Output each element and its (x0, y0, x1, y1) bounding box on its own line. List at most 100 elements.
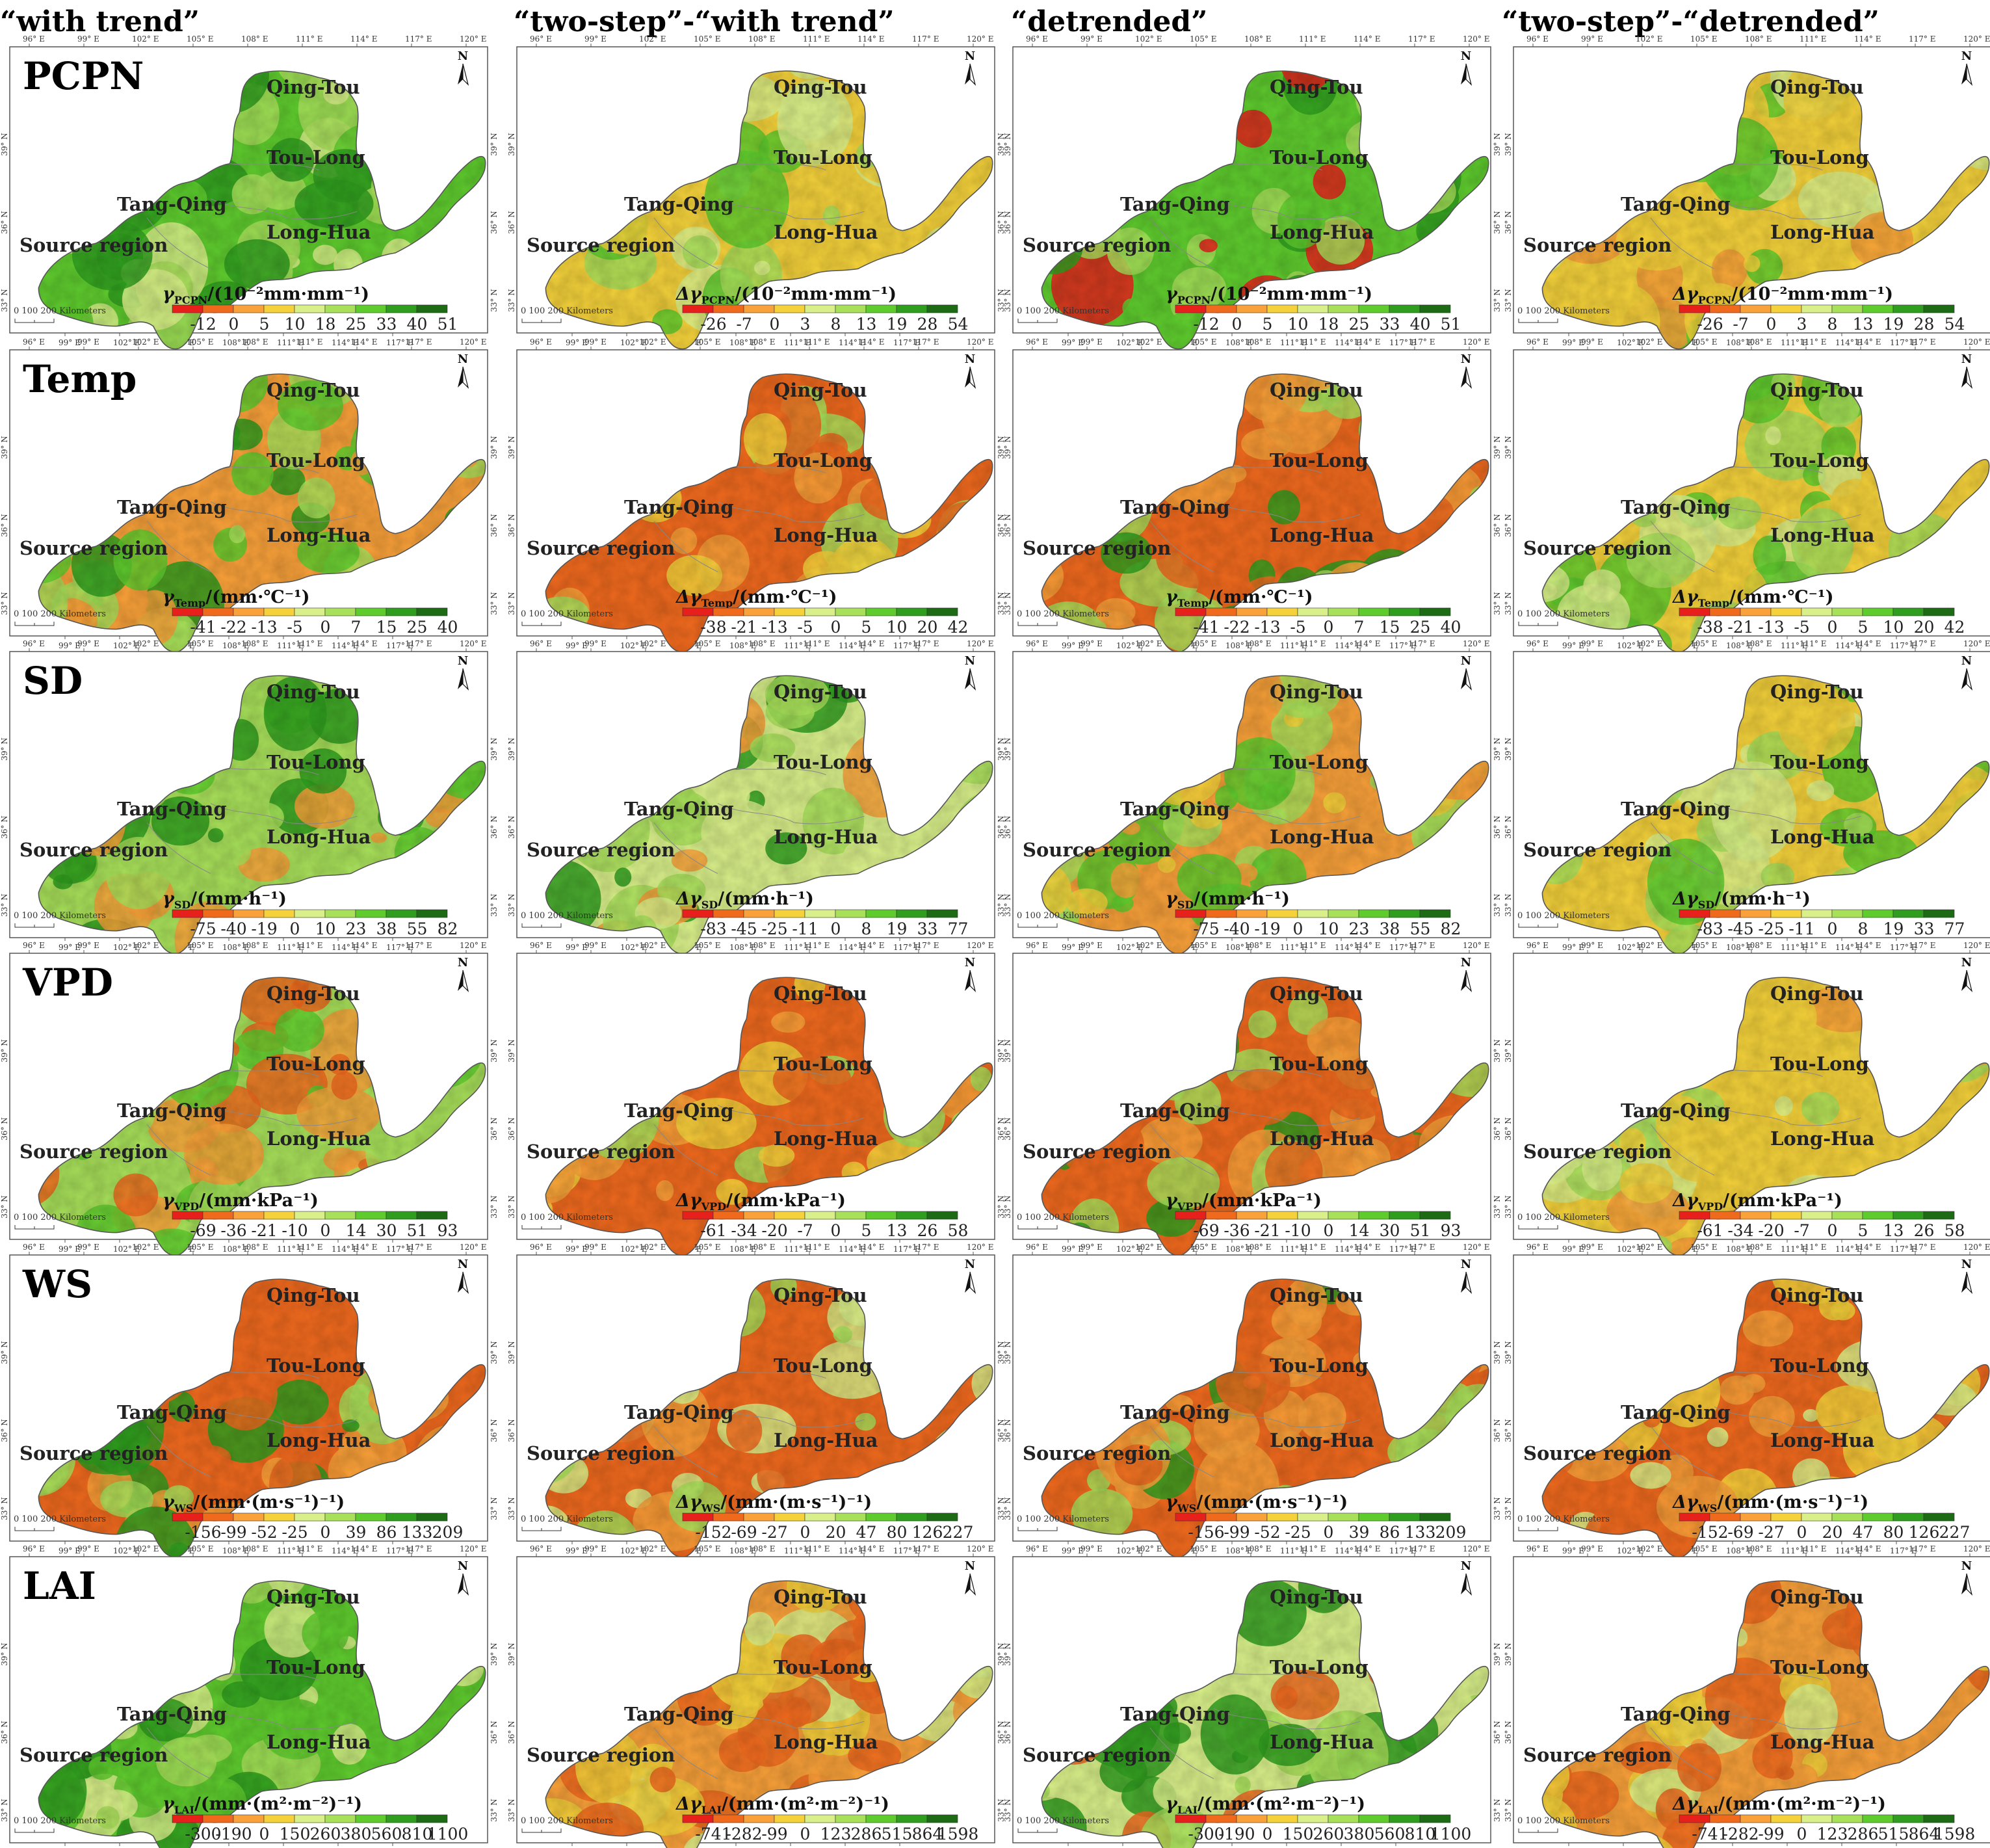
x-tick-label: 96° E (1026, 337, 1048, 347)
colorbar-tick: 19 (887, 315, 908, 334)
colorbar-tick: -45 (731, 919, 757, 938)
colorbar-tick: -26 (700, 315, 726, 334)
colorbar: ΔγTemp/(mm·℃⁻¹) -38 -21 -13 -5 0 5 10 20 42 (1671, 587, 1965, 637)
colorbar-tick: -61 (1697, 1221, 1723, 1240)
colorbar-swatch (1831, 304, 1863, 313)
colorbar-tick: 0 (259, 1825, 270, 1843)
region-label: Tang-Qing (624, 1401, 734, 1423)
region-label: Source region (20, 537, 168, 559)
colorbar-swatch (1801, 304, 1833, 313)
colorbar-swatch (1679, 1211, 1710, 1220)
x-tick-label: 117° E (912, 941, 939, 950)
raster-patch (1593, 1843, 1617, 1848)
x-tick-label: 96° E (1526, 337, 1549, 347)
unit: /(mm·kPa⁻¹) (1202, 1191, 1322, 1211)
region-label: Qing-Tou (1270, 983, 1363, 1005)
x-tick-label: 111° E (277, 943, 304, 952)
x-tick-label: 111° E (1781, 943, 1807, 952)
colorbar-swatch (233, 1211, 265, 1220)
region-label: Tou-Long (1770, 1656, 1869, 1678)
x-tick-label: 105° E (1190, 639, 1216, 648)
map-panel: 96° E 99° E 102° E 105° E 108° E 111° E 114° E… (507, 639, 1006, 955)
subbasin-boundary (1149, 768, 1361, 874)
unit: /(mm·(m·s⁻¹)⁻¹) (193, 1492, 345, 1512)
x-tick-label: 96° E (1526, 1544, 1549, 1553)
x-tick-label: 120° E (967, 1544, 993, 1553)
region-label: Tang-Qing (117, 1401, 227, 1423)
x-tick-label: 114° E (1835, 641, 1862, 650)
colorbar-swatch (355, 1512, 387, 1522)
y-tick-label: 36° N (997, 815, 1006, 839)
x-tick-label: 117° E (1408, 337, 1435, 347)
y-tick-label: 33° N (1003, 893, 1012, 917)
colorbar-swatch (386, 607, 417, 616)
x-tick-label: 114° E (1354, 1243, 1380, 1252)
unit: /(mm·℃⁻¹) (733, 587, 837, 607)
scale-label: 0 100 200 Kilometers (14, 1816, 106, 1826)
y-tick-label: 39° N (490, 737, 499, 761)
x-tick-label: 99° E (566, 943, 588, 952)
y-tick-label: 36° N (507, 211, 516, 234)
y-tick-label: 33° N (1493, 893, 1502, 917)
y-tick-label: 36° N (0, 211, 9, 234)
colorbar-tick: 0 (831, 618, 841, 637)
colorbar-tick: -36 (220, 1221, 246, 1240)
x-tick-label: 108° E (1726, 641, 1753, 650)
x-tick-label: 117° E (1909, 337, 1935, 347)
x-tick-label: 99° E (1581, 34, 1603, 44)
colorbar-swatch (294, 607, 326, 616)
x-tick-label: 105° E (694, 1544, 720, 1553)
x-tick-label: 105° E (694, 34, 720, 44)
y-tick-label: 33° N (1493, 1497, 1502, 1520)
colorbar: γPCPN/(10⁻²mm·mm⁻¹) -12 0 5 10 18 25 33 40 51 (163, 284, 458, 334)
colorbar-tick: 8 (1827, 315, 1838, 334)
colorbar-tick: 0 (1232, 315, 1242, 334)
scale-line (521, 319, 562, 323)
x-tick-label: 117° E (1408, 1544, 1435, 1553)
colorbar-tick: 13 (1853, 315, 1874, 334)
symbol-subscript: LAI (174, 1804, 194, 1816)
x-tick-label: 102° E (132, 34, 159, 44)
x-tick-label: 96° E (1026, 1243, 1048, 1252)
x-tick-label: 105° E (187, 34, 213, 44)
region-label: Long-Hua (1270, 1731, 1374, 1753)
region-label: Tang-Qing (117, 1100, 227, 1122)
x-tick-label: 99° E (77, 34, 99, 44)
scale-label: 0 100 200 Kilometers (1017, 306, 1109, 316)
x-tick-label: 117° E (1408, 639, 1435, 648)
x-tick-label: 108° E (748, 639, 775, 648)
colorbar-tick: 58 (948, 1221, 969, 1240)
colorbar-tick: -7 (736, 315, 752, 334)
colorbar-tick: -152 (695, 1523, 731, 1542)
north-label: N (1461, 956, 1471, 970)
y-tick-label: 36° N (997, 514, 1006, 537)
north-label: N (458, 1258, 468, 1271)
symbol: γ (163, 587, 175, 607)
y-tick-label: 36° N (0, 1419, 9, 1442)
colorbar-tick: 33 (1914, 919, 1935, 938)
y-tick-label: 39° N (1504, 1643, 1513, 1666)
y-tick-label: 39° N (0, 133, 9, 156)
colorbar: ΔγPCPN/(10⁻²mm·mm⁻¹) -26 -7 0 3 8 13 19 28 54 (1671, 284, 1965, 334)
colorbar-swatch (202, 607, 234, 616)
colorbar-swatch (1892, 607, 1924, 616)
y-tick-label: 39° N (1003, 133, 1012, 156)
variable-label: VPD (22, 960, 113, 1005)
colorbar-swatch (1328, 304, 1359, 313)
scale-bar: 0 100 200 Kilometers (1517, 306, 1610, 323)
y-tick-label: 33° N (0, 1497, 9, 1520)
colorbar-tick: -10 (281, 1221, 308, 1240)
colorbar-swatch (355, 1211, 387, 1220)
x-tick-label: 102° E (1636, 34, 1662, 44)
colorbar: γTemp/(mm·℃⁻¹) -41 -22 -13 -5 0 7 15 25 40 (1166, 587, 1461, 637)
colorbar-title-text: ΔγPCPN/(10⁻²mm·mm⁻¹) (1671, 284, 1893, 306)
symbol: γ (163, 889, 175, 909)
colorbar-tick: 0 (1263, 1825, 1273, 1843)
north-label: N (458, 654, 468, 668)
y-tick-label: 39° N (997, 436, 1006, 459)
region-label: Tang-Qing (117, 496, 227, 518)
colorbar-tick: 20 (917, 618, 938, 637)
north-arrow-left (1461, 668, 1466, 689)
symbol-subscript: VPD (1177, 1200, 1202, 1213)
colorbar-tick: 10 (1318, 919, 1339, 938)
